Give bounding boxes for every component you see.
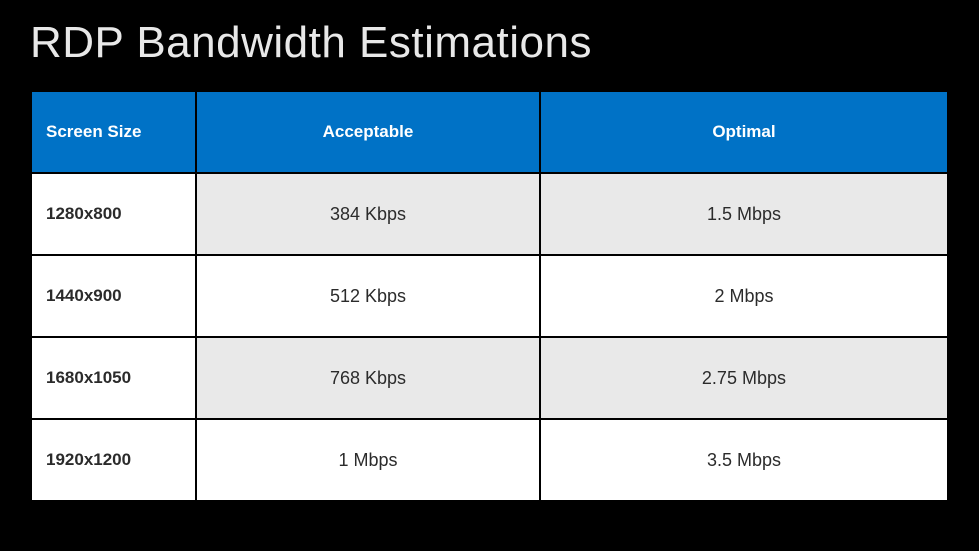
row-acceptable: 512 Kbps [196,255,540,337]
row-optimal: 1.5 Mbps [540,173,948,255]
table-row: 1680x1050 768 Kbps 2.75 Mbps [31,337,948,419]
row-acceptable: 768 Kbps [196,337,540,419]
slide: RDP Bandwidth Estimations Screen Size Ac… [0,0,979,551]
row-optimal: 3.5 Mbps [540,419,948,501]
table-row: 1440x900 512 Kbps 2 Mbps [31,255,948,337]
table-header-row: Screen Size Acceptable Optimal [31,91,948,173]
row-optimal: 2 Mbps [540,255,948,337]
bandwidth-table: Screen Size Acceptable Optimal 1280x800 … [30,90,949,502]
row-screen-size: 1440x900 [31,255,196,337]
row-optimal: 2.75 Mbps [540,337,948,419]
row-acceptable: 1 Mbps [196,419,540,501]
row-screen-size: 1920x1200 [31,419,196,501]
table-row: 1280x800 384 Kbps 1.5 Mbps [31,173,948,255]
col-header-optimal: Optimal [540,91,948,173]
col-header-screen-size: Screen Size [31,91,196,173]
row-acceptable: 384 Kbps [196,173,540,255]
row-screen-size: 1680x1050 [31,337,196,419]
table-row: 1920x1200 1 Mbps 3.5 Mbps [31,419,948,501]
bandwidth-table-wrap: Screen Size Acceptable Optimal 1280x800 … [30,90,949,502]
slide-title: RDP Bandwidth Estimations [30,18,949,68]
col-header-acceptable: Acceptable [196,91,540,173]
row-screen-size: 1280x800 [31,173,196,255]
